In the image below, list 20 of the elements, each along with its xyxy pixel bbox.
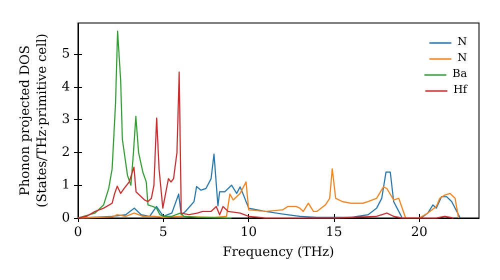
y-tick-label: 2 xyxy=(62,144,70,160)
line-series xyxy=(77,72,454,219)
y-tick-label: 3 xyxy=(62,112,70,128)
x-tick-label: 15 xyxy=(326,225,342,240)
legend-label: Ba xyxy=(452,67,468,80)
x-tick-label: 10 xyxy=(240,225,257,240)
legend-label: Hf xyxy=(453,83,468,96)
y-tick-label: 5 xyxy=(62,46,70,62)
x-tick-label: 20 xyxy=(411,225,428,240)
x-axis-title: Frequency (THz) xyxy=(222,244,334,260)
y-tick-label: 1 xyxy=(62,178,70,193)
legend-label: N xyxy=(457,51,468,64)
y-tick-label: 4 xyxy=(62,79,70,94)
line-series xyxy=(77,30,232,219)
line-series xyxy=(77,168,460,219)
x-tick-label: 5 xyxy=(159,225,168,240)
x-tick-label: 0 xyxy=(74,225,82,240)
y-axis-title: Phonon projected DOS (States/THz·primitive cell) xyxy=(18,33,50,208)
legend-label: N xyxy=(457,35,468,48)
y-tick-label: 0 xyxy=(62,210,70,226)
